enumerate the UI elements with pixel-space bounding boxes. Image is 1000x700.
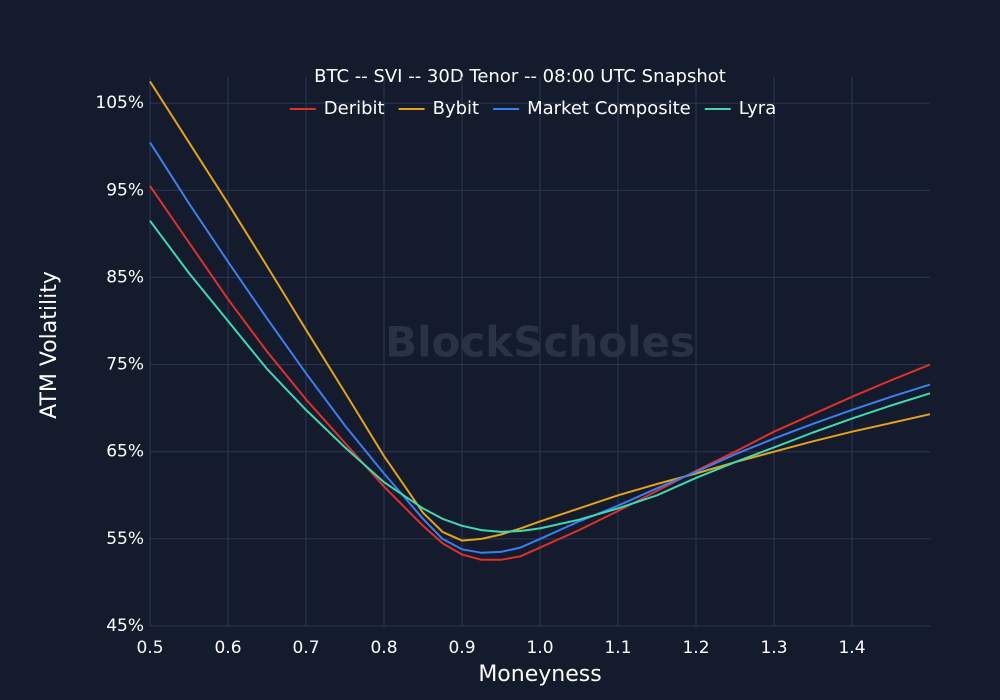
- x-tick-label: 1.2: [682, 638, 709, 658]
- legend-label: Deribit: [324, 98, 385, 119]
- y-tick-label: 85%: [106, 267, 144, 287]
- y-tick-label: 55%: [106, 529, 144, 549]
- x-tick-label: 1.0: [526, 638, 553, 658]
- y-tick-label: 95%: [106, 180, 144, 200]
- x-tick-label: 0.8: [370, 638, 397, 658]
- y-axis-title: ATM Volatility: [37, 271, 62, 419]
- x-tick-label: 0.9: [448, 638, 475, 658]
- legend-label: Market Composite: [527, 98, 691, 119]
- legend-label: Lyra: [739, 98, 776, 119]
- x-tick-label: 1.1: [604, 638, 631, 658]
- chart-title: BTC -- SVI -- 30D Tenor -- 08:00 UTC Sna…: [314, 66, 726, 87]
- y-tick-label: 65%: [106, 442, 144, 462]
- watermark: BlockScholes: [385, 318, 695, 367]
- x-tick-label: 1.4: [838, 638, 865, 658]
- line-series: [149, 220, 931, 533]
- x-tick-label: 0.7: [292, 638, 319, 658]
- y-tick-label: 75%: [106, 355, 144, 375]
- x-axis-title: Moneyness: [478, 662, 601, 687]
- x-tick-label: 1.3: [760, 638, 787, 658]
- y-tick-label: 45%: [106, 616, 144, 636]
- x-tick-label: 0.6: [214, 638, 241, 658]
- line-series: [149, 185, 931, 561]
- line-series: [149, 141, 931, 554]
- legend-label: Bybit: [433, 98, 480, 119]
- y-tick-label: 105%: [95, 93, 144, 113]
- x-tick-label: 0.5: [136, 638, 163, 658]
